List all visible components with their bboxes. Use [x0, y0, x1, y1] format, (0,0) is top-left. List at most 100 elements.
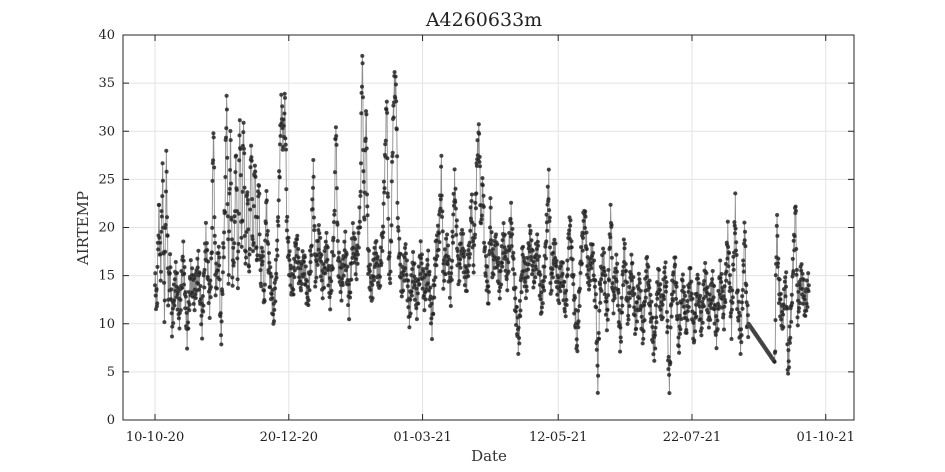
data-point — [686, 289, 691, 294]
data-point — [670, 298, 675, 303]
data-point — [325, 257, 330, 262]
data-point — [282, 91, 287, 96]
data-point — [561, 284, 566, 289]
data-point — [225, 202, 230, 207]
data-point — [212, 233, 217, 238]
data-point — [713, 332, 718, 337]
data-point — [186, 326, 191, 331]
data-point — [506, 269, 511, 274]
data-point — [605, 293, 611, 298]
data-point — [458, 265, 463, 270]
data-point — [381, 201, 386, 206]
data-point — [212, 240, 218, 245]
data-point — [159, 229, 164, 234]
data-point — [266, 241, 271, 246]
data-point — [241, 146, 246, 151]
data-point — [283, 147, 289, 152]
data-point — [381, 230, 386, 235]
data-point — [278, 133, 283, 139]
data-point — [396, 228, 401, 233]
data-point — [578, 270, 583, 276]
data-point — [513, 309, 518, 314]
data-point — [198, 284, 203, 289]
data-point — [794, 272, 799, 277]
data-point — [652, 358, 657, 363]
data-point — [727, 273, 733, 278]
data-point — [605, 307, 610, 312]
data-point — [191, 301, 196, 306]
data-point — [162, 298, 167, 303]
data-point — [435, 253, 440, 259]
data-point — [535, 257, 540, 262]
data-point — [773, 318, 778, 323]
data-point — [319, 278, 324, 283]
data-point — [591, 273, 596, 278]
data-point — [380, 248, 385, 254]
data-point — [442, 278, 447, 283]
data-point — [527, 243, 532, 248]
data-point — [571, 282, 576, 287]
data-point — [784, 270, 789, 275]
data-point — [567, 228, 572, 233]
data-point — [595, 373, 601, 378]
data-point — [558, 289, 563, 294]
data-point — [512, 271, 517, 277]
data-point — [171, 321, 176, 326]
data-point — [773, 349, 778, 354]
data-point — [577, 304, 582, 309]
data-point — [678, 327, 683, 332]
data-point — [662, 270, 667, 275]
data-point — [380, 224, 386, 229]
data-point — [517, 341, 522, 346]
data-point — [701, 304, 706, 309]
data-point — [415, 291, 420, 296]
data-point — [486, 284, 491, 289]
data-point — [445, 262, 450, 267]
data-point — [649, 299, 654, 304]
data-point — [213, 293, 218, 298]
data-point — [338, 290, 343, 295]
data-point — [513, 285, 518, 290]
data-point — [714, 314, 719, 319]
data-point — [516, 325, 521, 330]
data-point — [417, 282, 422, 287]
data-point — [631, 286, 636, 291]
data-point — [618, 339, 624, 344]
data-point — [296, 246, 301, 252]
data-point — [178, 297, 183, 302]
data-point — [466, 263, 472, 268]
data-point — [721, 294, 726, 299]
data-point — [273, 299, 278, 304]
data-point — [406, 278, 411, 283]
data-point — [440, 229, 445, 234]
data-point — [403, 242, 408, 247]
data-point — [508, 216, 513, 221]
data-point — [416, 301, 421, 306]
data-point — [226, 272, 231, 278]
data-point — [224, 126, 229, 131]
data-point — [217, 277, 222, 282]
data-point — [171, 282, 176, 287]
data-point — [353, 256, 359, 262]
data-point — [332, 170, 338, 175]
data-point — [622, 241, 627, 246]
data-point — [262, 282, 267, 287]
data-point — [711, 295, 716, 300]
data-point — [355, 261, 360, 266]
data-point — [219, 319, 224, 324]
data-point — [454, 218, 459, 223]
data-point — [562, 309, 567, 314]
data-point — [629, 252, 634, 257]
data-point — [233, 153, 239, 158]
data-point — [689, 291, 694, 296]
data-point — [172, 298, 177, 303]
data-point — [339, 298, 344, 303]
data-point — [620, 303, 625, 308]
data-point — [253, 174, 258, 179]
data-point — [228, 167, 233, 173]
data-point — [190, 266, 195, 271]
data-point — [744, 283, 749, 288]
data-point — [323, 239, 328, 244]
data-point — [381, 179, 386, 184]
data-point — [309, 253, 314, 258]
